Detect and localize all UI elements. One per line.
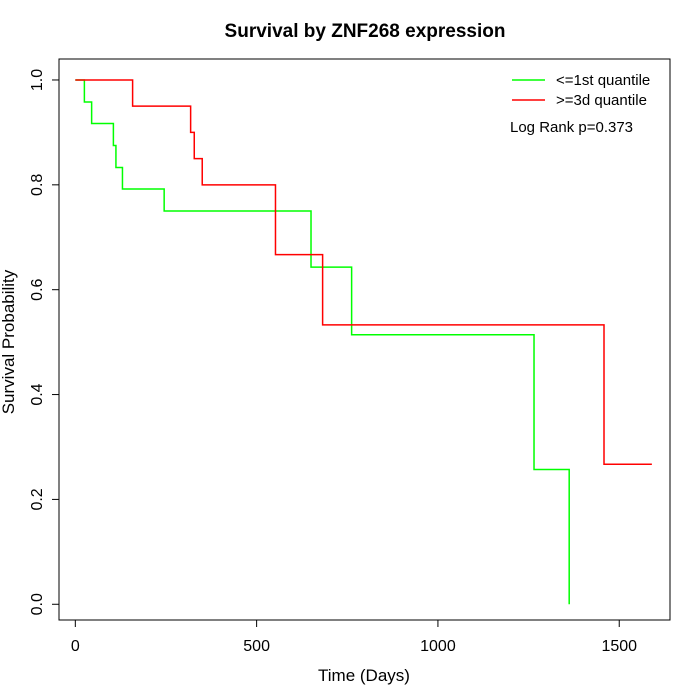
x-tick-label: 1500	[601, 638, 637, 655]
plot-frame	[58, 58, 671, 621]
x-tick-label: 0	[71, 638, 80, 655]
series-line-1	[75, 79, 570, 605]
legend: <=1st quantile >=3d quantile	[512, 72, 650, 109]
y-tick-label: 0.4	[29, 383, 46, 405]
legend-label-2: >=3d quantile	[556, 92, 647, 109]
y-tick-label: 0.2	[29, 488, 46, 510]
y-tick-label: 0.6	[29, 278, 46, 300]
y-tick-label: 1.0	[29, 69, 46, 91]
series-line-2	[75, 79, 652, 466]
y-axis: 0.0 0.2 0.4 0.6 0.8 1.0	[29, 69, 60, 615]
x-tick-label: 500	[243, 638, 270, 655]
x-axis-label: Time (Days)	[318, 666, 410, 685]
x-tick-label: 1000	[420, 638, 456, 655]
series-layer	[75, 79, 652, 605]
y-axis-label: Survival Probability	[0, 269, 18, 414]
legend-label-1: <=1st quantile	[556, 72, 650, 89]
log-rank-annotation: Log Rank p=0.373	[510, 119, 633, 136]
x-axis: 0 500 1000 1500	[71, 619, 637, 655]
y-tick-label: 0.0	[29, 593, 46, 615]
chart-title: Survival by ZNF268 expression	[225, 21, 506, 42]
y-tick-label: 0.8	[29, 174, 46, 196]
